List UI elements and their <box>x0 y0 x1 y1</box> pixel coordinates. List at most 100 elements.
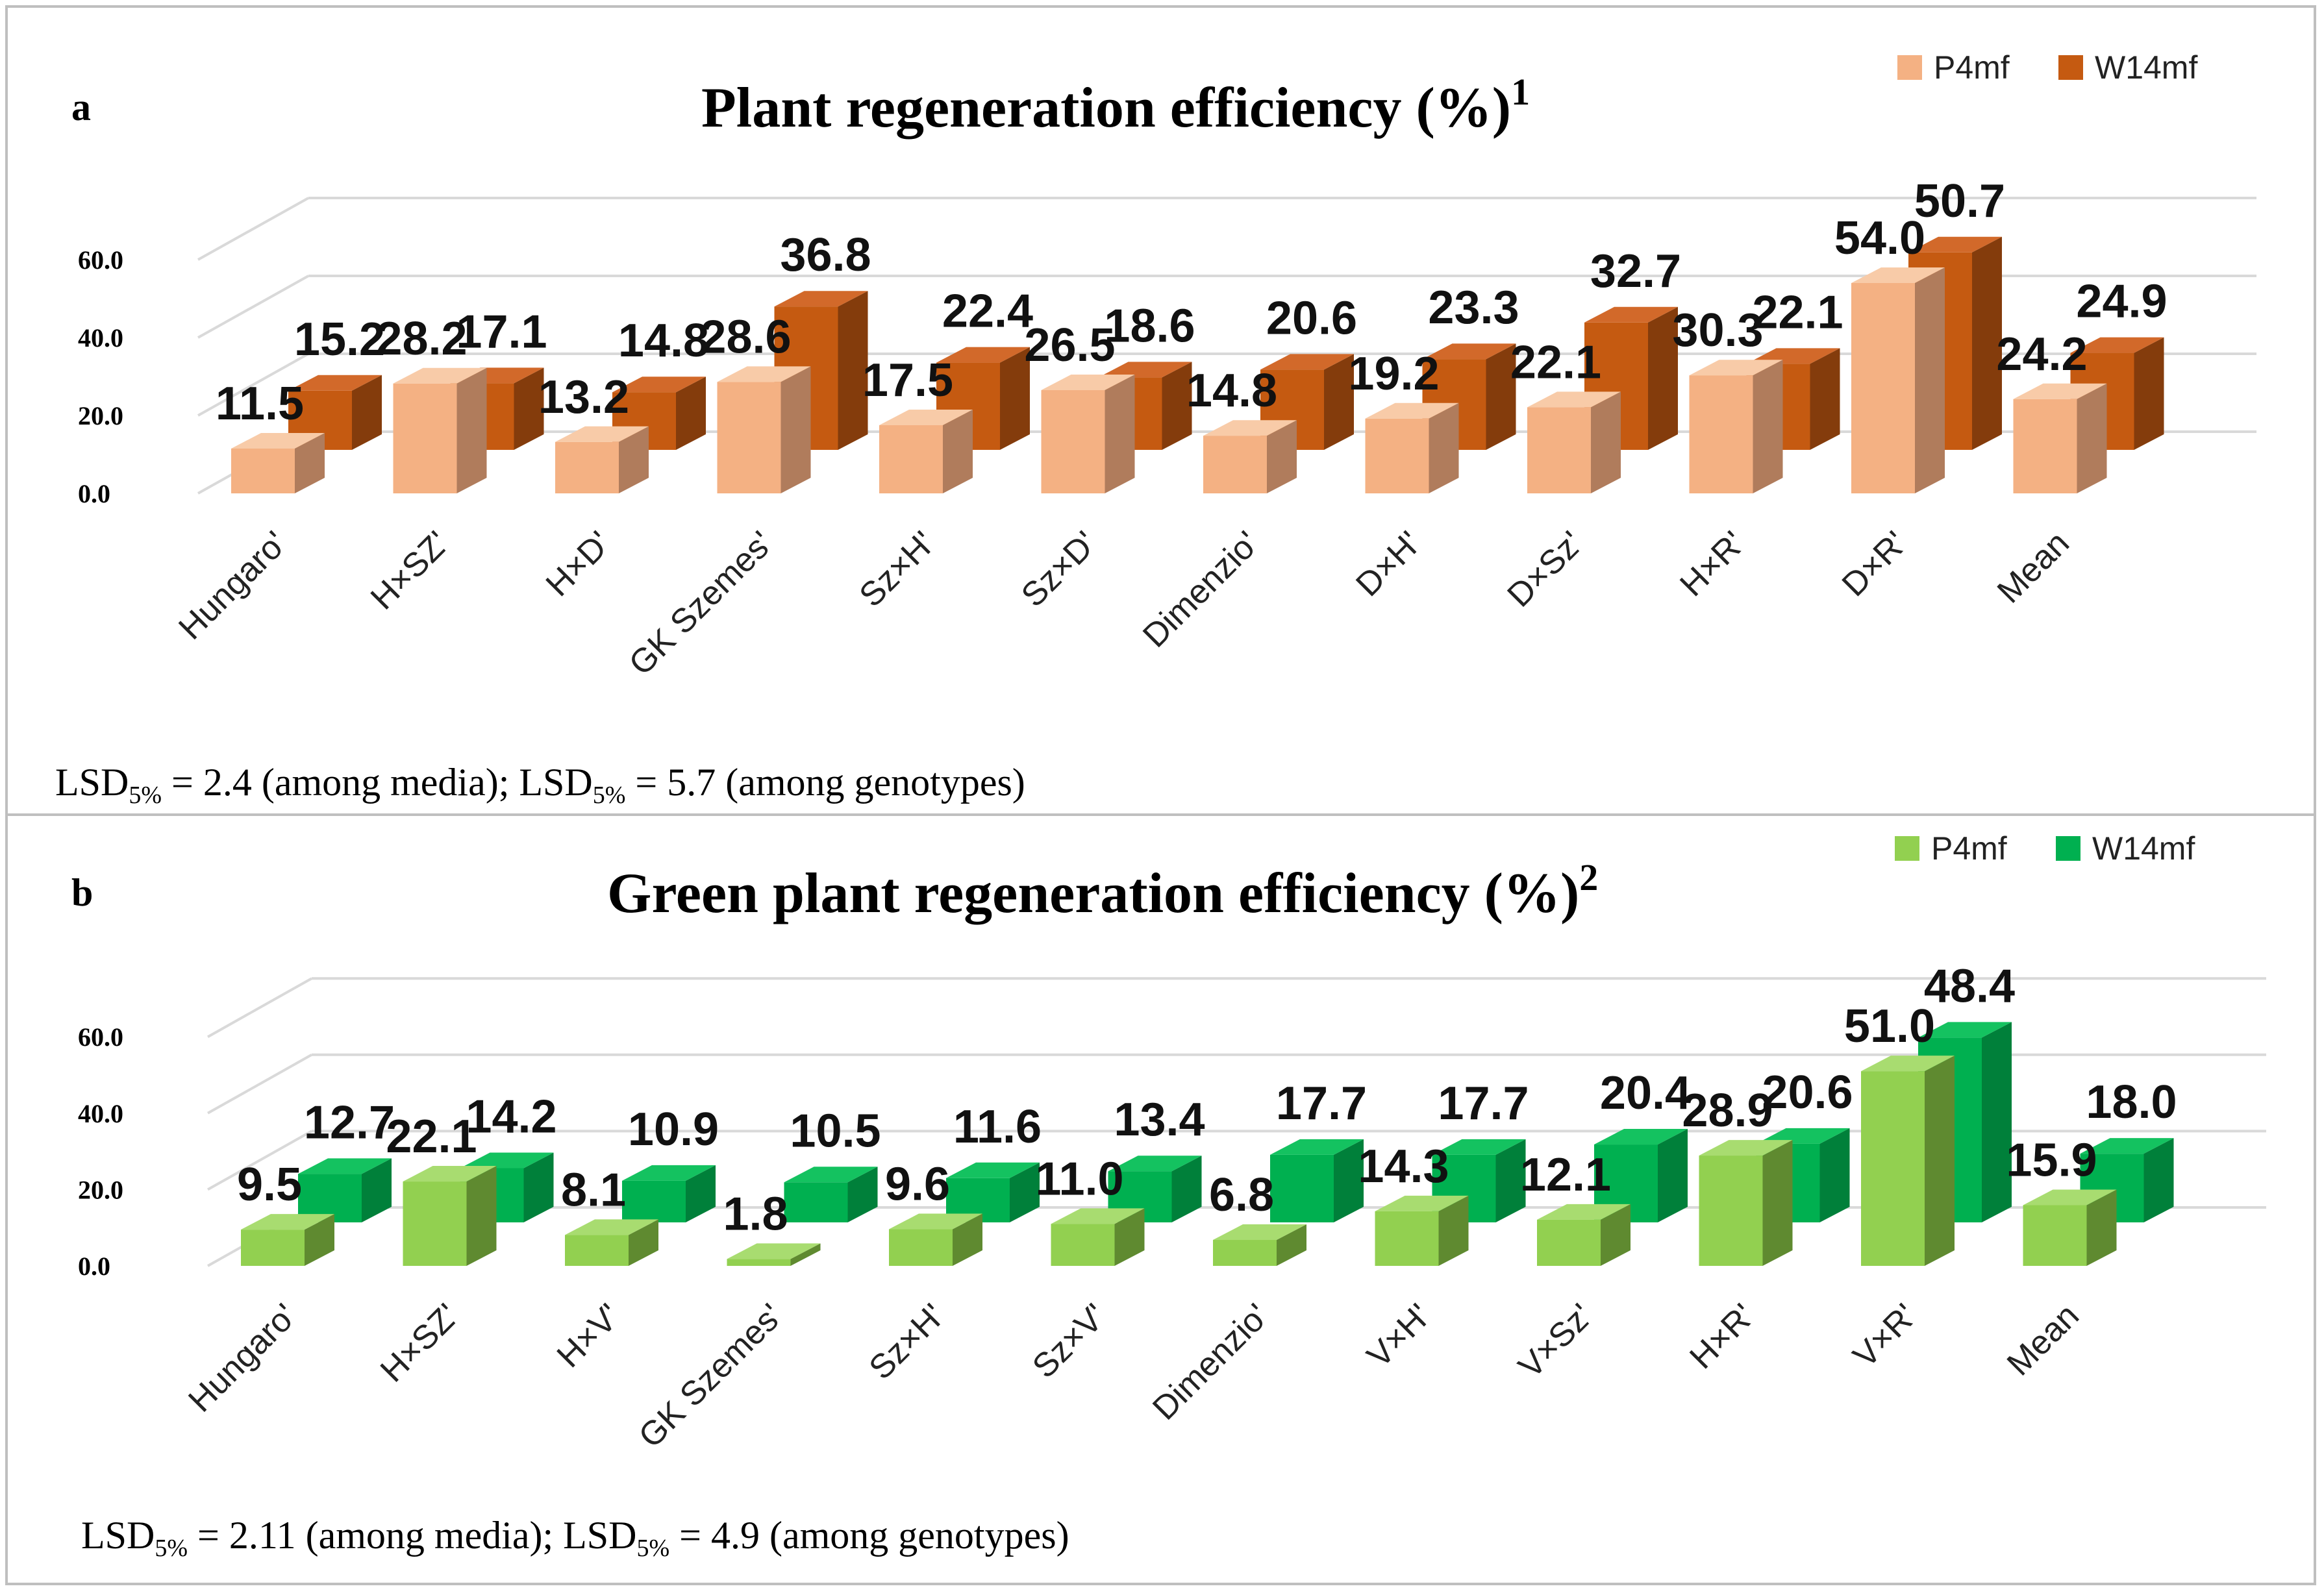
data-label-p4mf-mean: 24.2 <box>1996 328 2087 380</box>
bar-w14mf-dimenzio-top <box>1260 354 1354 370</box>
data-label-p4mf-hungaro: 9.5 <box>237 1159 302 1211</box>
y-tick-label: 20.0 <box>78 401 123 430</box>
bar-p4mf-szxv-side <box>1114 1208 1145 1266</box>
bar-w14mf-hxv <box>622 1180 686 1222</box>
bar-w14mf-gk-szemes-side <box>847 1167 878 1222</box>
data-label-w14mf-hxr: 20.6 <box>1762 1067 1853 1119</box>
bar-p4mf-hxsz-side <box>466 1166 497 1266</box>
bar-p4mf-szxh-side <box>953 1213 982 1266</box>
bar-w14mf-hungaro-side <box>362 1158 392 1222</box>
bar-w14mf-vxsz-top <box>1594 1129 1688 1145</box>
data-label-w14mf-gk-szemes: 36.8 <box>780 229 871 281</box>
bar-p4mf-hungaro-side <box>295 433 325 493</box>
data-label-p4mf-szxd: 26.5 <box>1024 319 1115 371</box>
category-label-hxd: H×D' <box>539 524 619 604</box>
data-label-p4mf-szxh: 17.5 <box>862 354 953 406</box>
data-label-w14mf-dimenzio: 17.7 <box>1276 1078 1367 1130</box>
panel-b-legend: P4mf W14mf <box>1895 830 2195 867</box>
bar-p4mf-hxv-side <box>629 1219 658 1266</box>
data-label-p4mf-hxsz: 28.2 <box>376 313 467 365</box>
panel-b-lsd-note: LSD5% = 2.11 (among media); LSD5% = 4.9 … <box>81 1514 1069 1562</box>
bar-p4mf-mean-top <box>2013 383 2107 399</box>
data-label-p4mf-vxh: 14.3 <box>1358 1141 1449 1193</box>
bar-w14mf-hungaro-top <box>298 1158 392 1174</box>
bar-p4mf-hxr-top <box>1699 1140 1793 1156</box>
legend-label-w14mf: W14mf <box>2095 49 2197 86</box>
bar-w14mf-hxr-side <box>1810 348 1840 450</box>
data-label-p4mf-dxh: 19.2 <box>1348 348 1439 400</box>
category-label-hxr: H×R' <box>1673 524 1753 604</box>
bar-w14mf-vxr-side <box>1982 1022 2012 1222</box>
panel-a-plot: 0.0 20.0 40.0 60.0 15.2 11.5 Hungaro' 17.128.2 H… <box>78 175 2256 683</box>
bar-p4mf-hxsz-top <box>393 367 487 384</box>
panel-a-legend: P4mf W14mf <box>1897 49 2197 86</box>
category-label-dimenzio: Dimenzio' <box>1145 1296 1276 1427</box>
bar-p4mf-szxh <box>889 1229 953 1266</box>
data-label-w14mf-hxsz: 14.2 <box>466 1091 556 1143</box>
category-label-mean: Mean <box>2000 1296 2086 1383</box>
bar-p4mf-hxd-top <box>555 426 649 442</box>
gridline-diagonal <box>207 977 312 1038</box>
data-label-w14mf-vxsz: 20.4 <box>1600 1067 1691 1119</box>
data-label-p4mf-mean: 15.9 <box>2006 1135 2097 1187</box>
bar-p4mf-szxh <box>879 425 943 493</box>
category-label-vxsz: V×Sz' <box>1512 1296 1601 1385</box>
bar-w14mf-vxr-top <box>1918 1022 2012 1038</box>
bar-w14mf-dxr-side <box>1972 236 2002 450</box>
data-label-w14mf-hungaro: 12.7 <box>304 1096 395 1148</box>
y-tick-label: 60.0 <box>78 1022 123 1052</box>
bar-p4mf-hxv <box>565 1235 629 1266</box>
bar-w14mf-dxh-top <box>1422 343 1516 360</box>
bar-w14mf-dimenzio-top <box>1270 1139 1364 1155</box>
bar-p4mf-dimenzio-side <box>1277 1224 1306 1266</box>
data-label-w14mf-vxr: 48.4 <box>1924 960 2015 1012</box>
bar-p4mf-szxv-top <box>1051 1208 1145 1224</box>
bar-p4mf-mean-side <box>2086 1189 2117 1266</box>
y-tick-label: 0.0 <box>78 1252 110 1281</box>
bar-w14mf-dxsz-side <box>1648 306 1678 450</box>
gridline-diagonal <box>207 1054 312 1115</box>
bar-p4mf-szxh-top <box>879 410 973 425</box>
bar-p4mf-dimenzio <box>1203 436 1267 493</box>
bar-p4mf-hxsz-side <box>456 367 487 493</box>
bar-p4mf-szxd-side <box>1105 375 1135 493</box>
bar-p4mf-dxr <box>1851 283 1915 493</box>
bar-p4mf-vxsz-side <box>1601 1204 1631 1266</box>
bar-p4mf-hungaro <box>231 449 295 493</box>
data-label-w14mf-szxv: 13.4 <box>1114 1094 1205 1146</box>
bar-w14mf-szxh-top <box>946 1162 1040 1178</box>
bar-p4mf-dxr-side <box>1915 267 1945 493</box>
legend-swatch-p4mf <box>1895 836 1919 861</box>
data-label-p4mf-dxsz: 22.1 <box>1510 336 1601 388</box>
bar-w14mf-mean-side <box>2134 337 2164 450</box>
data-label-p4mf-dxr: 54.0 <box>1834 212 1925 264</box>
panel-b-letter: b <box>71 871 93 914</box>
category-label-hxr: H×R' <box>1682 1296 1762 1376</box>
y-tick-label: 40.0 <box>78 323 123 352</box>
legend-label-w14mf: W14mf <box>2092 830 2195 867</box>
y-tick-label: 40.0 <box>78 1099 123 1128</box>
bar-p4mf-vxr <box>1861 1071 1925 1266</box>
bar-w14mf-hxr-top <box>1756 1128 1850 1144</box>
bar-w14mf-vxh-side <box>1495 1139 1526 1222</box>
legend-swatch-p4mf <box>1897 55 1922 80</box>
data-label-w14mf-dimenzio: 20.6 <box>1266 292 1357 344</box>
category-label-hxsz: H×SZ' <box>364 524 456 617</box>
bar-p4mf-hxsz <box>393 383 457 493</box>
bar-w14mf-mean-top <box>2070 337 2164 353</box>
legend-label-p4mf: P4mf <box>1934 49 2010 86</box>
category-label-szxh: Sz×H' <box>853 524 943 614</box>
legend-swatch-w14mf <box>2056 836 2080 861</box>
data-label-w14mf-hxsz: 17.1 <box>456 306 547 358</box>
bar-p4mf-mean-top <box>2023 1189 2117 1206</box>
bar-p4mf-hxd-side <box>619 426 649 493</box>
bar-p4mf-vxh <box>1375 1211 1439 1266</box>
panel-b-title: Green plant regeneration efficiency (%)2 <box>607 856 1598 925</box>
data-label-w14mf-mean: 18.0 <box>2086 1076 2177 1128</box>
y-tick-label: 0.0 <box>78 479 110 508</box>
bar-p4mf-gk-szemes-top <box>717 366 811 382</box>
category-label-mean: Mean <box>1990 524 2077 610</box>
bar-p4mf-hxsz <box>403 1181 467 1266</box>
bar-p4mf-vxr-top <box>1861 1056 1955 1072</box>
